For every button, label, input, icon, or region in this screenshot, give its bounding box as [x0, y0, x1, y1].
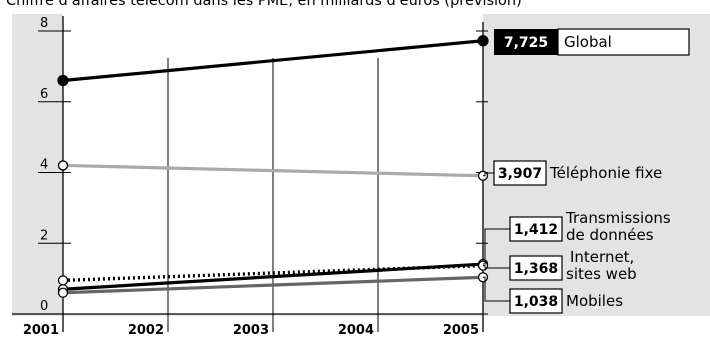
series-line — [62, 275, 484, 295]
y-tick-label: 8 — [40, 16, 48, 31]
value-label-box — [509, 255, 563, 281]
series-name: de données — [566, 226, 654, 244]
value-label: 1,412 — [514, 222, 558, 238]
series-name: Transmissions — [565, 209, 671, 227]
data-point — [57, 275, 69, 286]
data-point — [57, 287, 69, 298]
y-tick-label: 0 — [40, 299, 48, 314]
y-tick-label: 2 — [40, 228, 48, 243]
x-tick-label: 2005 — [443, 323, 479, 338]
value-label-box — [509, 288, 563, 314]
leader-line — [483, 172, 494, 177]
leader-line — [483, 228, 510, 265]
x-tick-label: 2004 — [338, 323, 374, 338]
series-name: sites web — [566, 265, 637, 283]
x-tick-label: 2003 — [233, 323, 269, 338]
y-tick-label: 6 — [40, 87, 48, 102]
series-name: Internet, — [570, 248, 634, 266]
data-point — [57, 160, 69, 171]
grid-layer — [63, 14, 483, 332]
x-tick-label: 2002 — [128, 323, 164, 338]
chart-title: Chiffre d'affaires télécom dans les PME,… — [6, 0, 522, 9]
value-label-box — [494, 29, 558, 55]
series-name: Mobiles — [566, 292, 623, 310]
series-name-box — [557, 28, 690, 56]
leader-line — [483, 276, 510, 302]
leader-line — [483, 265, 510, 269]
value-label: 3,907 — [498, 166, 542, 182]
value-label: 7,725 — [504, 35, 548, 51]
data-point — [477, 35, 489, 47]
x-tick-label: 2001 — [23, 323, 59, 338]
value-label: 1,038 — [514, 294, 558, 310]
value-label-box — [493, 160, 547, 186]
series-line — [62, 39, 484, 83]
series-name: Téléphonie fixe — [549, 164, 662, 182]
value-label: 1,368 — [514, 261, 558, 277]
series-line — [62, 163, 484, 178]
series-name: Global — [564, 33, 612, 51]
series-line — [62, 263, 484, 283]
y-tick-label: 4 — [40, 158, 48, 173]
series-layer — [57, 35, 489, 298]
data-point — [57, 74, 69, 87]
labels-layer: 7,725 Global 3,907 Téléphonie fixe 1,412 Tran… — [483, 28, 690, 314]
